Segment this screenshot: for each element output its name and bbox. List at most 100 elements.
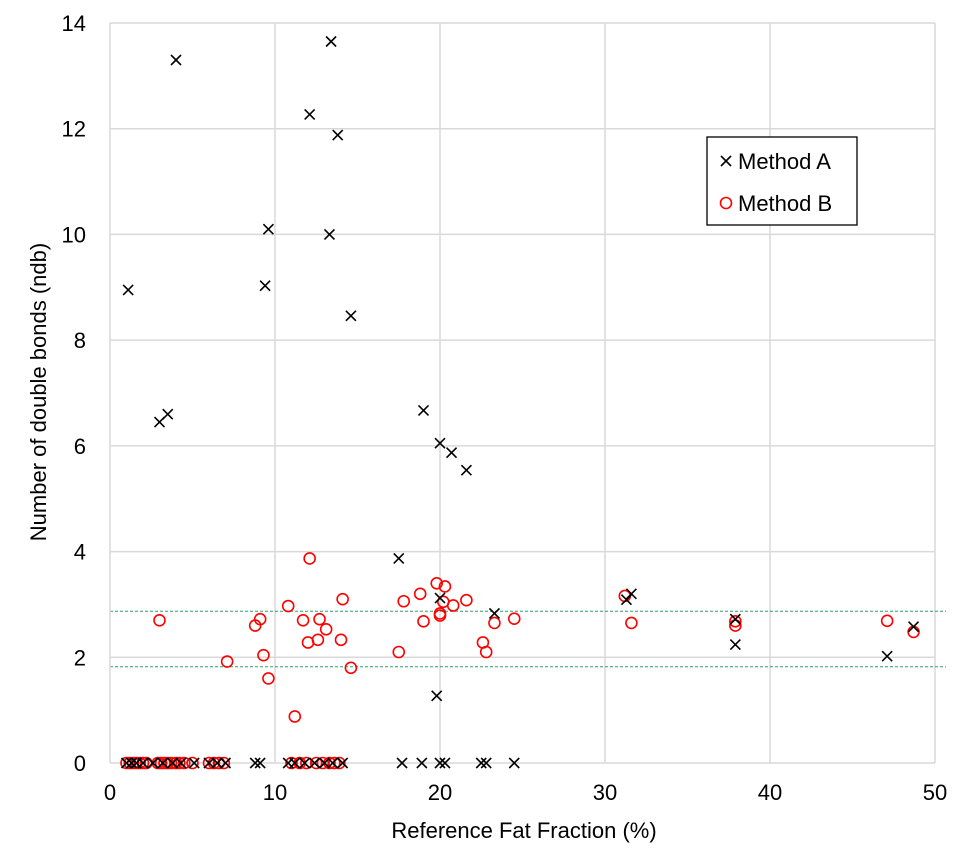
marker-stroke [188,757,200,769]
marker-stroke [431,690,443,702]
data-point-method-a [304,108,316,121]
y-tick-label: 0 [74,751,86,776]
data-point-method-a [259,280,271,292]
data-point-method-a [318,757,331,769]
data-point-method-a [299,757,311,769]
data-point-method-b [153,613,166,627]
data-point-method-a [396,757,408,769]
data-point-method-b [392,645,406,659]
marker-stroke [393,552,405,565]
data-point-method-a [219,757,232,769]
data-point-method-b [257,648,270,662]
data-point-method-a [167,757,179,769]
data-point-method-a [211,757,223,769]
marker-stroke [289,757,301,769]
data-point-method-b [344,661,358,675]
legend-o-marker [719,196,733,210]
data-point-method-a [345,310,357,322]
marker-stroke [162,408,174,420]
marker-stroke [720,155,732,167]
data-point-method-a [254,757,266,769]
data-point-method-a [125,757,138,769]
marker-stroke [219,757,232,769]
data-point-method-a [337,757,349,769]
data-point-method-a [162,408,174,420]
data-point-method-a [157,757,169,769]
data-point-method-b [296,613,310,627]
marker-stroke [434,757,446,769]
marker-stroke [332,129,344,141]
data-point-method-a [431,690,443,702]
data-point-method-b [313,612,326,626]
data-point-method-a [188,757,200,769]
data-point-method-a [508,757,520,769]
data-point-method-b [460,593,473,607]
data-point-method-a [434,437,446,449]
data-point-method-a [475,757,487,769]
marker-stroke [203,757,215,769]
x-axis-title: Reference Fat Fraction (%) [391,818,656,843]
legend: Method A Method B [706,136,858,226]
marker-stroke [434,437,446,449]
data-point-method-b [907,625,920,639]
data-point-method-b [336,592,349,606]
data-point-method-b [262,672,275,685]
y-tick-label: 2 [74,645,86,670]
marker-stroke [881,650,893,662]
data-point-method-a [434,757,446,769]
data-point-method-b [311,633,325,647]
marker-stroke [304,108,316,121]
marker-stroke [259,280,271,292]
marker-stroke [396,757,408,769]
marker-stroke [170,54,182,66]
x-tick-label: 40 [758,780,782,805]
data-point-method-b [202,756,216,770]
data-point-method-a [729,639,741,651]
marker-stroke [122,284,134,296]
legend-box [706,136,858,226]
data-point-method-b [488,616,501,630]
marker-stroke [323,228,336,240]
reference-lines [110,610,946,668]
data-point-method-a [203,757,215,769]
data-point-method-b [430,576,444,590]
marker-stroke [488,607,501,619]
data-point-method-a [323,228,336,240]
data-point-method-b [729,615,742,628]
marker-stroke [729,639,741,651]
data-point-method-b [438,580,452,593]
data-point-method-b [303,552,316,565]
marker-stroke [475,757,487,769]
data-point-method-a [170,54,182,66]
data-point-method-b [300,756,313,770]
marker-stroke [460,464,472,476]
data-point-method-a [881,650,893,662]
axes [109,23,935,764]
data-point-method-a [488,607,501,619]
marker-stroke [445,447,458,459]
marker-stroke [262,223,274,235]
legend-x-marker [720,155,732,167]
data-point-method-b [446,599,460,612]
marker-stroke [417,404,430,417]
x-tick-label: 30 [593,780,617,805]
series-method-b [120,552,920,770]
marker-stroke [434,592,446,604]
legend-marker-method-a [720,155,732,167]
data-point-method-a [122,284,134,296]
data-point-method-b [880,614,894,628]
data-point-method-a [249,757,261,769]
x-tick-label: 20 [428,780,452,805]
data-point-method-b [334,633,348,647]
marker-stroke [147,757,159,769]
y-tick-label: 10 [62,222,86,247]
marker-stroke [480,757,492,769]
data-point-method-b [288,710,302,723]
y-axis-title: Number of double bonds (ndb) [26,243,51,541]
data-point-method-a [147,757,159,769]
data-point-method-b [309,756,323,770]
data-point-method-b [164,756,178,770]
data-point-method-a [175,757,187,769]
data-point-method-a [434,592,446,604]
